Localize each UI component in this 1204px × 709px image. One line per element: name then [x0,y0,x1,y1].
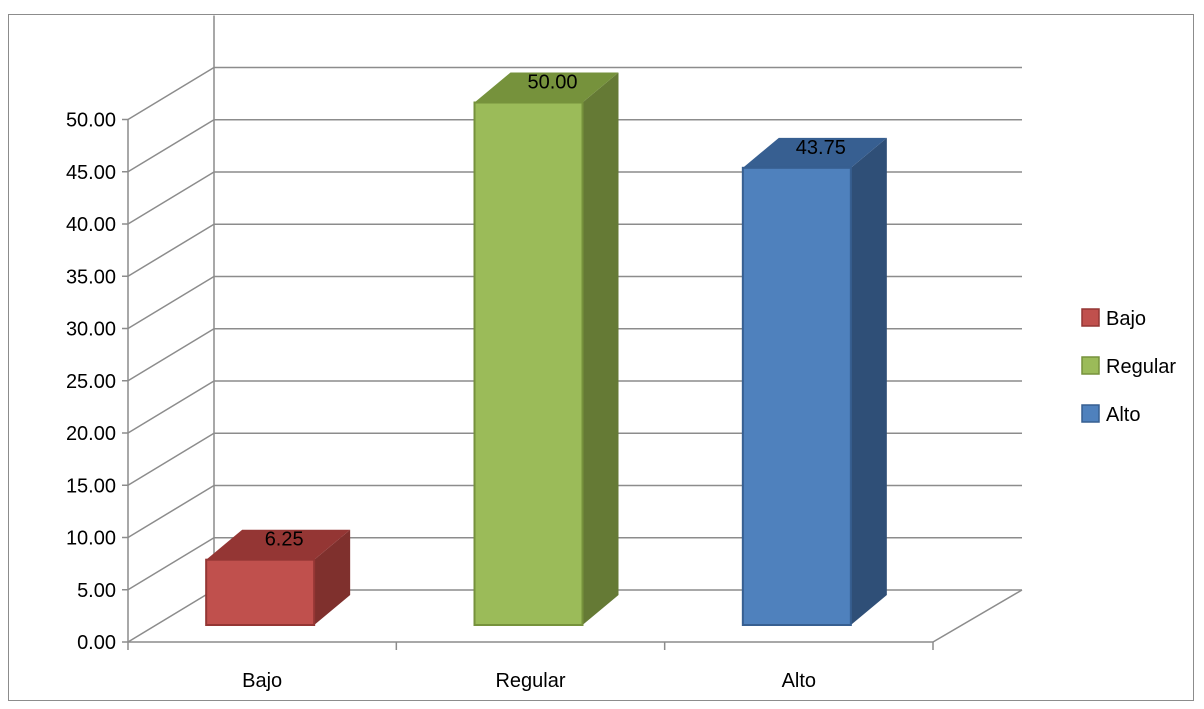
legend-swatch [1081,308,1100,327]
y-tick-label: 20.00 [66,423,116,445]
bar-front [205,558,316,626]
bar-top [742,137,887,168]
gridline-diagonal [127,589,215,643]
legend-label: Alto [1106,404,1140,426]
y-axis-ticks: 0.00 5.00 10.00 15.00 20.00 25.00 30.00 35.00 40… [66,110,128,654]
y-tick-label: 0.00 [77,632,116,654]
legend-swatch [1081,356,1100,375]
x-tick-label: Regular [495,670,565,692]
data-label: 43.75 [796,137,846,159]
y-tick-label: 25.00 [66,371,116,393]
bar-alto [741,137,887,626]
bar-bajo [205,529,351,626]
bar-side [582,72,619,625]
gridline-diagonal [127,275,215,330]
legend-item-regular: Regular [1081,356,1176,378]
data-label: 50.00 [527,72,577,94]
legend-label: Bajo [1106,308,1146,330]
y-tick-label: 35.00 [66,266,116,288]
x-tick-label: Bajo [242,670,282,692]
y-tick-label: 50.00 [66,110,116,132]
bar-top [206,529,351,560]
data-labels: 6.25 50.00 43.75 [265,72,846,551]
floor-edge [932,589,1023,643]
bar-regular [473,72,619,626]
legend-item-bajo: Bajo [1081,308,1146,330]
x-tick-label: Alto [782,670,816,692]
bar-front [741,166,852,626]
bars [205,72,887,626]
bar-front [473,101,584,626]
legend-item-alto: Alto [1081,404,1140,426]
gridline-diagonal [127,328,215,382]
gridline-diagonal [127,380,215,434]
bar-top [474,72,619,103]
gridline-diagonal [127,223,215,277]
bar-side [314,529,351,625]
gridline-diagonal [127,484,215,539]
y-tick-label: 10.00 [66,528,116,550]
bar-side [850,137,887,625]
x-axis-ticks: Bajo Regular Alto [127,642,934,692]
y-tick-label: 15.00 [66,475,116,497]
gridline-diagonal [127,119,215,173]
gridline-diagonal [127,66,215,121]
gridline-diagonal [127,171,215,225]
y-tick-label: 45.00 [66,162,116,184]
data-label: 6.25 [265,529,304,551]
legend-label: Regular [1106,356,1176,378]
y-tick-label: 30.00 [66,319,116,341]
y-tick-label: 40.00 [66,214,116,236]
legend: Bajo Regular Alto [1081,308,1176,426]
gridline-diagonal [127,432,215,486]
y-tick-label: 5.00 [77,580,116,602]
legend-swatch [1081,404,1100,423]
gridline-diagonal [127,537,215,591]
